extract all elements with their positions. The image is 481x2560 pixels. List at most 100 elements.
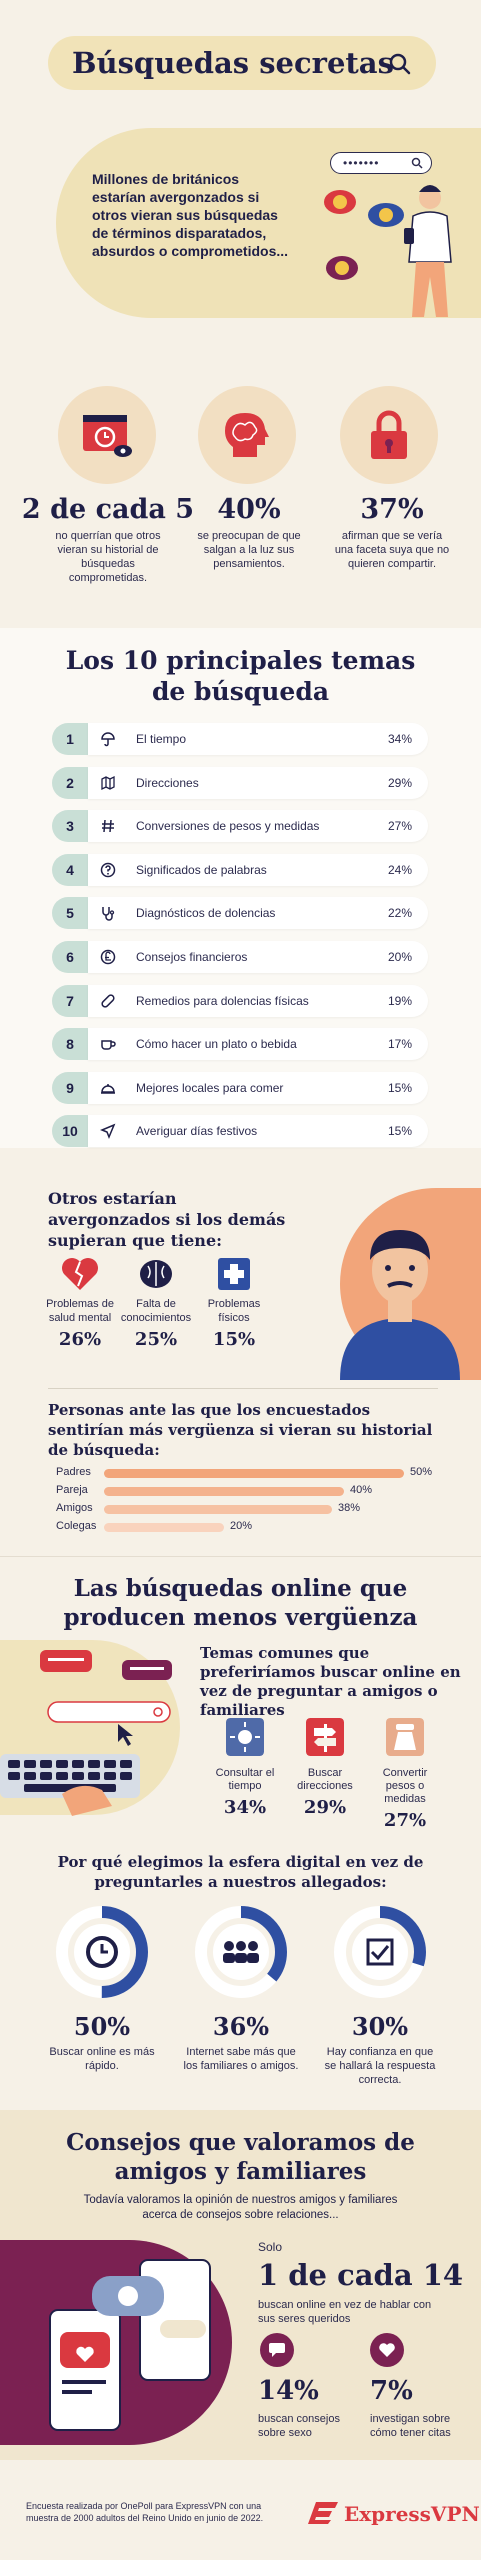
condition-pct: 15% — [212, 1329, 256, 1350]
rank-number: 1 — [52, 723, 88, 755]
hash-icon — [102, 820, 114, 833]
advice-one-in-text: buscan online en vez de hablar con sus s… — [258, 2299, 432, 2325]
cup-icon — [101, 1040, 116, 1050]
rank-number: 8 — [52, 1028, 88, 1061]
stat-big-3: 37% — [360, 494, 424, 525]
row-pill: Direcciones 29% — [88, 766, 428, 799]
row-pill: Conversiones de pesos y medidas 27% — [88, 810, 428, 843]
bar-label: Pareja — [56, 1484, 88, 1496]
option-weather: Consultar el tiempo 34% — [212, 1718, 278, 1818]
umbrella-icon — [101, 732, 115, 747]
intro-text: Millones de británicos estarían avergonz… — [92, 171, 289, 259]
why-item-2: 36% Internet sabe más que los familiares … — [181, 2012, 301, 2073]
row-pill: Significados de palabras 24% — [88, 853, 428, 886]
why-item-3: 30% Hay confianza en que se hallará la re… — [320, 2012, 440, 2087]
row-pct: 22% — [387, 906, 412, 921]
bar-value: 40% — [350, 1484, 373, 1496]
row-pct: 15% — [387, 1080, 412, 1095]
divider — [48, 1388, 438, 1389]
bar — [104, 1487, 344, 1496]
top10-row: 2 Direcciones 29% — [52, 766, 428, 799]
bar-value: 20% — [230, 1520, 253, 1532]
why-text: Buscar online es más rápido. — [49, 2046, 155, 2072]
row-pill: Averiguar días festivos 15% — [88, 1115, 428, 1148]
condition-physical: Problemas físicos 15% — [194, 1256, 274, 1350]
pound-icon — [100, 949, 116, 965]
why-item-1: 50% Buscar online es más rápido. — [42, 2012, 162, 2073]
option-name: Consultar el tiempo — [215, 1767, 275, 1792]
top10-row: 5 Diagnósticos de dolencias 22% — [52, 897, 428, 930]
advice-pct-2: 7% — [370, 2376, 413, 2406]
row-pct: 17% — [387, 1037, 412, 1052]
bar-row: Padres 50% — [56, 1466, 436, 1480]
option-name: Convertir pesos o medidas — [382, 1767, 428, 1805]
row-label: Cómo hacer un plato o bebida — [136, 1037, 297, 1052]
top10-row: 7 Remedios para dolencias físicas 19% — [52, 984, 428, 1017]
phones-chat-illustration — [49, 2259, 211, 2431]
chat-icon — [260, 2333, 294, 2367]
stat-text-2: se preocupan de que salgan a la luz sus … — [197, 530, 301, 570]
option-pct: 34% — [223, 1797, 267, 1818]
stat-circle-1 — [58, 386, 156, 484]
common-topics-title: Temas comunes que preferiríamos buscar o… — [200, 1644, 461, 1719]
option-pct: 27% — [383, 1810, 427, 1831]
map-icon — [101, 775, 115, 790]
row-pill: Diagnósticos de dolencias 22% — [88, 897, 428, 930]
row-pill: El tiempo 34% — [88, 723, 428, 755]
top10-row: 10 Averiguar días festivos 15% — [52, 1115, 428, 1148]
bar-row: Colegas 20% — [56, 1520, 436, 1534]
why-text: Hay confianza en que se hallará la respu… — [324, 2046, 436, 2086]
bar-label: Colegas — [56, 1520, 97, 1532]
top10-title: Los 10 principales temas de búsqueda — [65, 646, 416, 706]
rank-number: 2 — [52, 766, 88, 799]
advice-text-1: buscan consejos sobre sexo — [258, 2413, 340, 2439]
why-pct: 30% — [351, 2012, 409, 2041]
advice-text-2: investigan sobre cómo tener citas — [370, 2413, 451, 2439]
advice-solo: Solo — [258, 2240, 283, 2254]
bar — [104, 1469, 404, 1478]
condition-pct: 25% — [134, 1329, 178, 1350]
rank-number: 4 — [52, 853, 88, 886]
bar-value: 50% — [410, 1466, 433, 1478]
question-icon — [100, 862, 116, 878]
row-pill: Cómo hacer un plato o bebida 17% — [88, 1028, 428, 1061]
advice-title: Consejos que valoramos de amigos y famil… — [66, 2129, 415, 2185]
stethoscope-icon — [102, 907, 115, 922]
condition-name: Falta de conocimientos — [120, 1298, 192, 1324]
rank-number: 9 — [52, 1071, 88, 1104]
rank-number: 10 — [52, 1115, 88, 1148]
bar-label: Padres — [56, 1466, 91, 1478]
row-label: Mejores locales para comer — [136, 1080, 284, 1095]
bar — [104, 1523, 224, 1532]
page-title: Búsquedas secretas — [72, 46, 394, 80]
row-pct: 20% — [387, 950, 412, 964]
option-weights: Convertir pesos o medidas 27% — [372, 1718, 438, 1831]
stat-circle-2 — [198, 386, 296, 484]
title-pill: Búsquedas secretas — [48, 36, 436, 90]
cloche-icon — [101, 1083, 115, 1094]
head-thoughts-icon — [225, 413, 269, 457]
advice-subtitle: Todavía valoramos la opinión de nuestros… — [83, 2194, 398, 2221]
weight-scale-icon — [386, 1718, 424, 1756]
row-pill: Mejores locales para comer 15% — [88, 1071, 428, 1104]
top10-row: 8 Cómo hacer un plato o bebida 17% — [52, 1028, 428, 1061]
row-pct: 15% — [387, 1124, 412, 1139]
bar-label: Amigos — [56, 1502, 93, 1514]
people-title: Personas ante las que los encuestados se… — [48, 1401, 433, 1459]
row-label: Averiguar días festivos — [136, 1124, 258, 1139]
advice-one-in: 1 de cada 14 — [258, 2258, 464, 2292]
history-browser-icon — [83, 415, 132, 457]
stat-big-2: 40% — [217, 494, 281, 525]
condition-name: Problemas físicos — [207, 1298, 261, 1324]
divider — [0, 1556, 481, 1557]
heart-icon — [370, 2333, 404, 2367]
brand-name: ExpressVPN — [344, 2502, 480, 2526]
why-ring-3 — [334, 1906, 426, 1998]
top10-row: 6 Consejos financieros 20% — [52, 941, 428, 973]
row-pct: 24% — [387, 862, 412, 877]
bar — [104, 1505, 332, 1514]
person-with-phone-illustration — [324, 185, 452, 317]
row-label: Conversiones de pesos y medidas — [136, 819, 320, 834]
top10-row: 4 Significados de palabras 24% — [52, 853, 428, 886]
row-pct: 19% — [387, 993, 412, 1008]
